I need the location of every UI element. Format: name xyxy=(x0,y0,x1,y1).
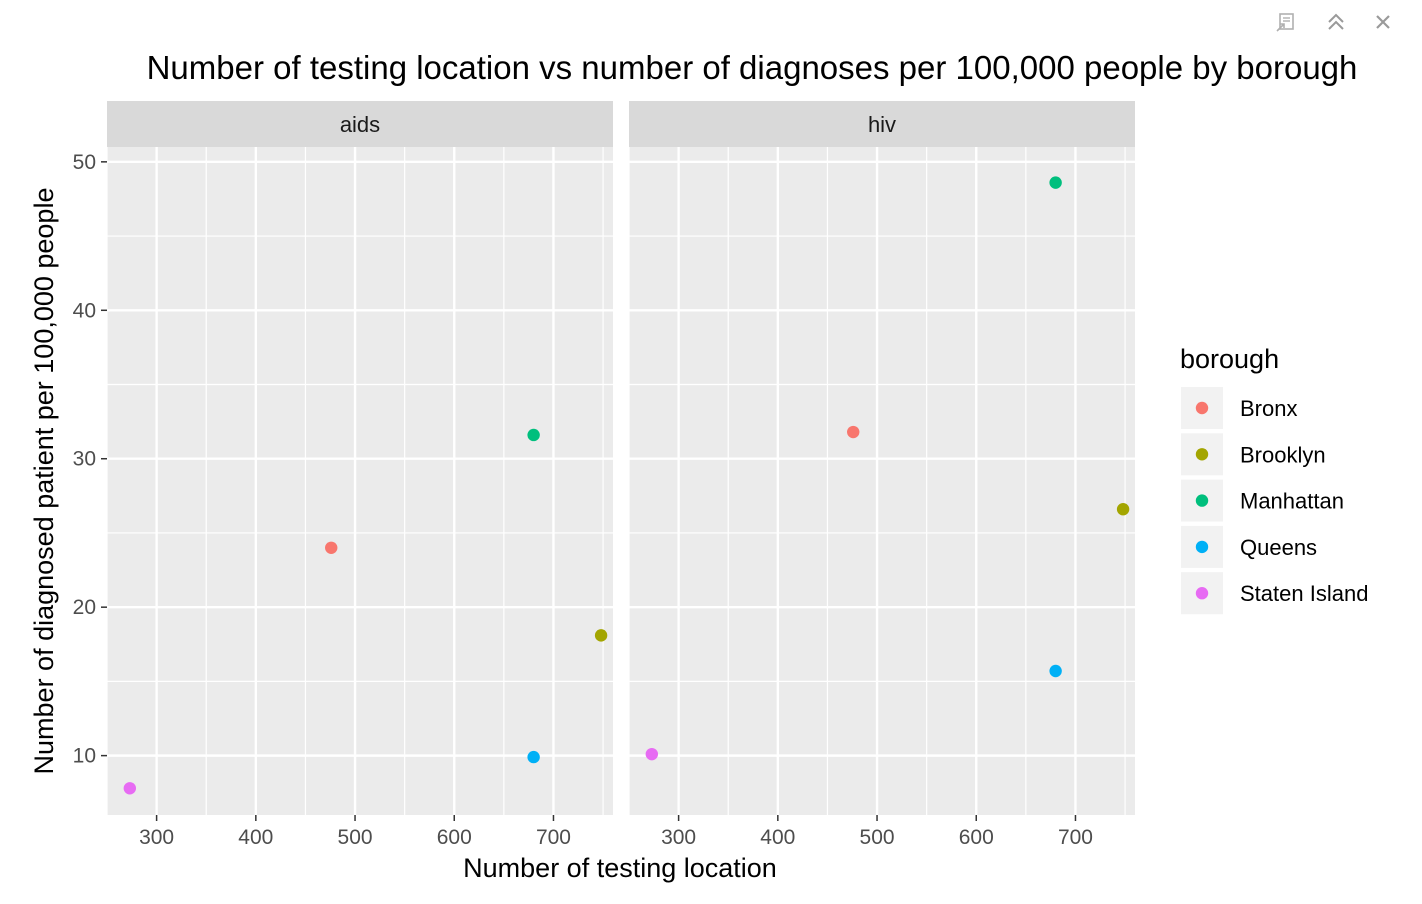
x-tick-label: 600 xyxy=(959,826,994,849)
y-tick-label: 20 xyxy=(73,596,96,619)
legend-swatch xyxy=(1195,587,1209,600)
x-axis-label: Number of testing location xyxy=(463,853,777,883)
data-point-staten-island xyxy=(123,782,137,795)
legend-label: Staten Island xyxy=(1240,581,1368,606)
panel-background xyxy=(629,147,1135,815)
data-point-brooklyn xyxy=(594,629,608,642)
legend: borough Bronx Brooklyn Manhattan Queens Stat… xyxy=(1180,344,1368,615)
x-tick-label: 300 xyxy=(661,826,696,849)
data-point-staten-island xyxy=(645,747,659,761)
legend-item: Staten Island xyxy=(1181,572,1368,615)
x-tick-label: 700 xyxy=(1058,826,1093,849)
x-tick-label: 500 xyxy=(338,826,373,849)
close-icon[interactable] xyxy=(1371,10,1395,34)
facet-panel-aids: aids 300 400 500 600 700 10 20 30 40 50 xyxy=(73,101,613,849)
y-tick-label: 10 xyxy=(73,745,96,768)
y-tick-label: 30 xyxy=(73,448,96,471)
y-axis-label: Number of diagnosed patient per 100,000 … xyxy=(29,188,59,775)
x-tick-label: 500 xyxy=(860,826,895,849)
panel-background xyxy=(107,147,613,815)
facet-strip xyxy=(107,101,613,147)
legend-item: Manhattan xyxy=(1181,479,1344,522)
x-tick-label: 600 xyxy=(437,826,472,849)
legend-item: Brooklyn xyxy=(1181,433,1326,476)
data-point-manhattan xyxy=(1049,176,1062,189)
x-tick-label: 400 xyxy=(760,826,795,849)
x-tick-label: 300 xyxy=(139,826,174,849)
legend-title: borough xyxy=(1180,344,1279,374)
facet-strip-label: aids xyxy=(340,112,380,137)
data-point-queens xyxy=(527,750,540,764)
y-tick-label: 40 xyxy=(73,299,96,322)
legend-swatch xyxy=(1195,494,1209,507)
facet-strip-label: hiv xyxy=(868,112,896,137)
legend-swatch xyxy=(1195,448,1209,461)
data-point-queens xyxy=(1049,664,1062,678)
data-point-bronx xyxy=(847,425,860,439)
data-point-manhattan xyxy=(527,428,540,442)
x-tick-label: 400 xyxy=(238,826,273,849)
legend-label: Queens xyxy=(1240,535,1317,560)
legend-swatch xyxy=(1195,540,1209,554)
y-tick-label: 50 xyxy=(73,151,96,174)
legend-item: Bronx xyxy=(1181,387,1297,429)
legend-swatch xyxy=(1195,401,1209,415)
facets-layer: aids 300 400 500 600 700 10 20 30 40 50 hiv 300 400 50… xyxy=(73,101,1135,849)
legend-item: Queens xyxy=(1181,525,1317,568)
facet-strip xyxy=(629,101,1135,147)
chevron-double-up-icon[interactable] xyxy=(1324,10,1348,34)
popout-icon[interactable] xyxy=(1274,10,1298,34)
legend-label: Bronx xyxy=(1240,396,1297,421)
legend-label: Brooklyn xyxy=(1240,442,1326,467)
legend-label: Manhattan xyxy=(1240,489,1344,514)
x-tick-label: 700 xyxy=(536,826,571,849)
data-point-bronx xyxy=(325,541,338,554)
data-point-brooklyn xyxy=(1116,503,1130,516)
chart-title: Number of testing location vs number of … xyxy=(147,49,1358,86)
facet-panel-hiv: hiv 300 400 500 600 700 xyxy=(628,101,1135,849)
